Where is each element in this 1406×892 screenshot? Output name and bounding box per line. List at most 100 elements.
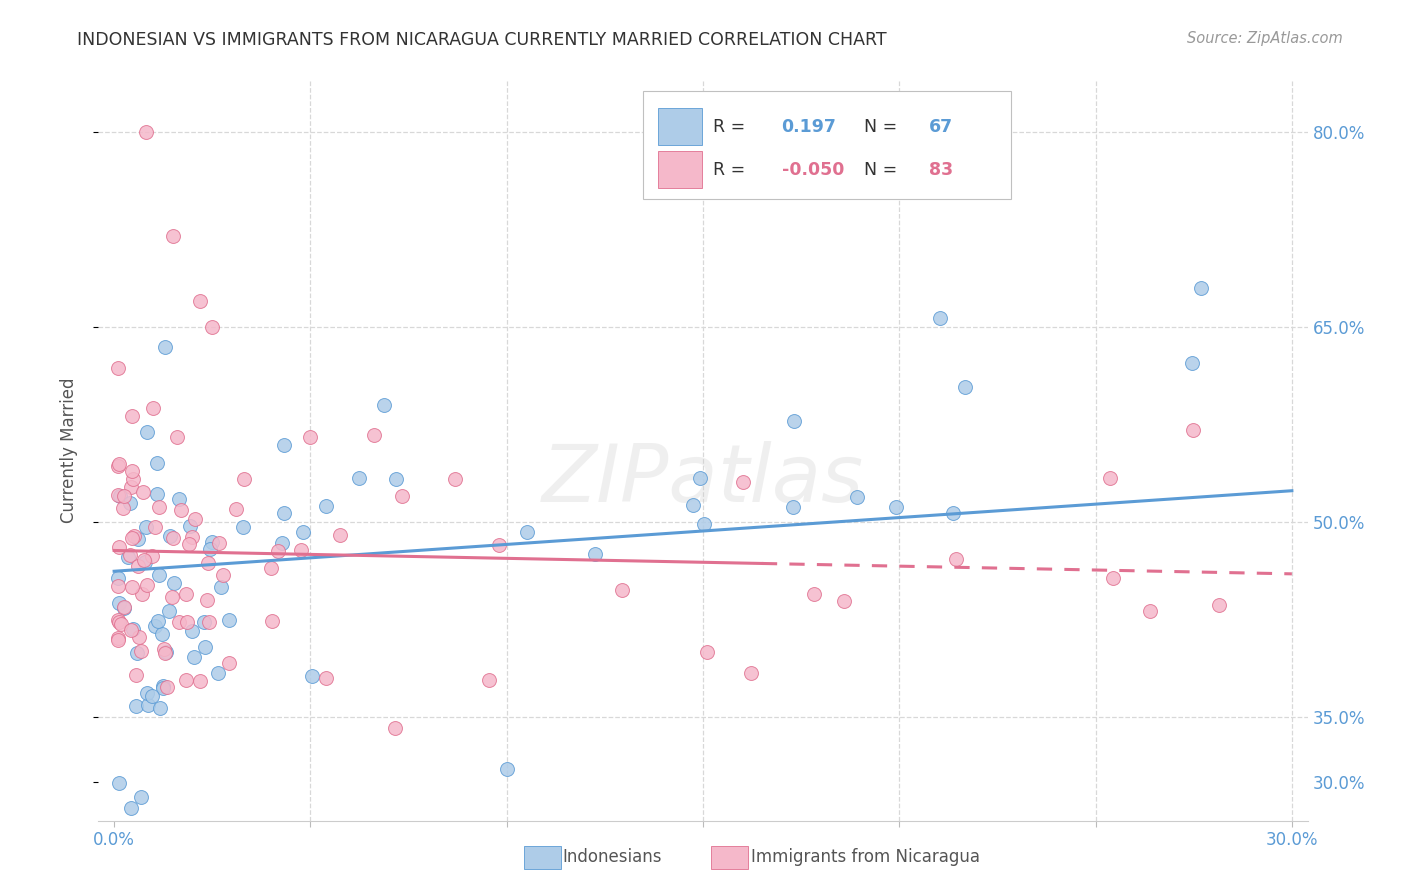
Point <box>225 502 247 516</box>
FancyBboxPatch shape <box>658 152 702 187</box>
Point <box>183 649 205 664</box>
Point <box>176 615 198 629</box>
Point <box>135 578 157 592</box>
Point <box>232 520 254 534</box>
Point <box>127 532 149 546</box>
Text: Immigrants from Nicaragua: Immigrants from Nicaragua <box>751 848 980 866</box>
Point <box>373 398 395 412</box>
Point <box>270 536 292 550</box>
Point <box>152 679 174 693</box>
Point <box>929 310 952 325</box>
Text: ZIPatlas: ZIPatlas <box>541 441 865 519</box>
Point <box>124 529 146 543</box>
Point <box>107 579 129 593</box>
Point <box>149 701 172 715</box>
Point <box>155 646 177 660</box>
Point <box>207 665 229 680</box>
Text: 0.197: 0.197 <box>782 118 837 136</box>
Point <box>183 512 205 526</box>
Point <box>162 590 184 604</box>
Point <box>478 673 501 687</box>
Point <box>146 614 169 628</box>
Point <box>516 524 538 539</box>
Point <box>145 487 167 501</box>
Point <box>157 604 180 618</box>
Point <box>349 471 371 485</box>
Point <box>120 496 142 510</box>
Point <box>110 616 132 631</box>
Point <box>201 535 224 549</box>
Point <box>153 340 176 354</box>
Point <box>260 614 283 628</box>
Point <box>273 438 295 452</box>
Point <box>132 484 155 499</box>
Point <box>120 624 142 638</box>
Point <box>197 557 219 571</box>
Point <box>782 500 804 515</box>
Point <box>190 294 212 309</box>
Point <box>107 488 129 502</box>
Point <box>134 555 156 569</box>
FancyBboxPatch shape <box>658 109 702 145</box>
Point <box>942 506 965 520</box>
Point <box>1208 598 1230 612</box>
Point <box>1181 356 1204 370</box>
Point <box>208 536 231 550</box>
Point <box>495 762 517 776</box>
Point <box>128 630 150 644</box>
Point <box>1182 423 1205 437</box>
Point <box>145 456 167 470</box>
Point <box>290 543 312 558</box>
Point <box>120 800 142 814</box>
Point <box>107 631 129 645</box>
Point <box>198 542 221 557</box>
Point <box>740 666 762 681</box>
Point <box>363 428 385 442</box>
Point <box>583 548 606 562</box>
Point <box>194 640 217 654</box>
Point <box>135 125 157 139</box>
Point <box>193 615 215 629</box>
Point <box>218 614 240 628</box>
Point <box>112 500 135 515</box>
Point <box>153 642 176 657</box>
Point <box>125 667 148 681</box>
Point <box>1099 470 1122 484</box>
Point <box>129 644 152 658</box>
Point <box>443 472 465 486</box>
Text: 67: 67 <box>929 118 953 136</box>
Text: -0.050: -0.050 <box>782 161 844 179</box>
Point <box>167 615 190 629</box>
Point <box>131 587 153 601</box>
Point <box>292 525 315 540</box>
Point <box>118 548 141 562</box>
Point <box>143 619 166 633</box>
Point <box>384 473 406 487</box>
Point <box>1139 604 1161 618</box>
Point <box>610 583 633 598</box>
Point <box>129 790 152 805</box>
Point <box>163 576 186 591</box>
Point <box>170 502 193 516</box>
Point <box>488 538 510 552</box>
Point <box>218 657 240 671</box>
Point <box>233 472 256 486</box>
Point <box>108 540 131 554</box>
Point <box>682 498 704 512</box>
Point <box>152 681 174 696</box>
Point <box>148 500 170 515</box>
Point <box>108 489 131 503</box>
Point <box>121 409 143 424</box>
Point <box>689 471 711 485</box>
Point <box>148 567 170 582</box>
Point <box>108 457 131 471</box>
Point <box>174 587 197 601</box>
Point <box>384 722 406 736</box>
Point <box>107 613 129 627</box>
Text: R =: R = <box>713 118 745 136</box>
Point <box>1101 571 1123 585</box>
Point <box>121 622 143 636</box>
Point <box>803 586 825 600</box>
Point <box>156 681 179 695</box>
Point <box>832 594 855 608</box>
